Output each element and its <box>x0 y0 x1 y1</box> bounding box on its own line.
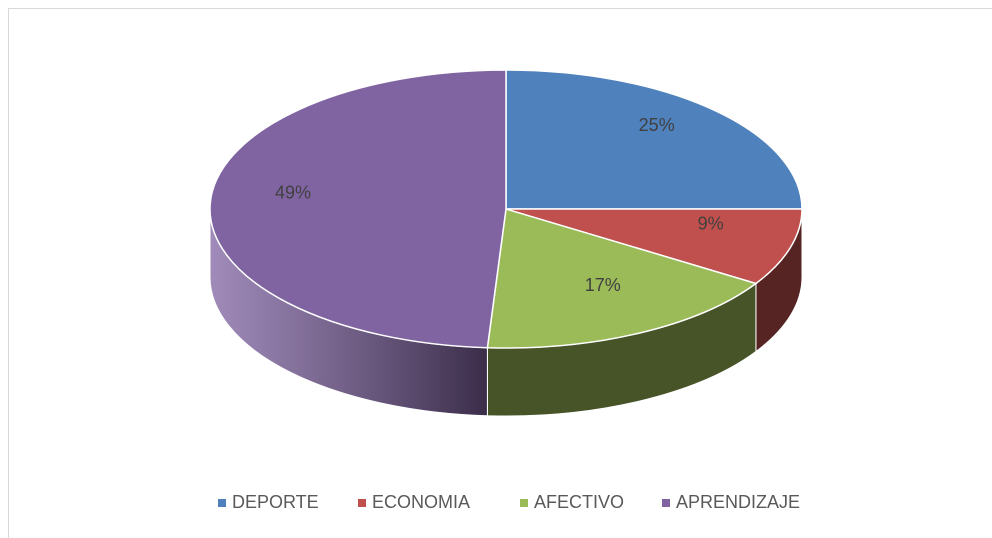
legend-swatch <box>662 499 670 507</box>
legend-label: DEPORTE <box>232 492 319 512</box>
chart-border <box>8 8 992 538</box>
data-label: 25% <box>639 115 675 135</box>
pie-slice <box>505 208 803 285</box>
pie-slice <box>486 208 758 349</box>
pie-tops <box>209 69 803 349</box>
legend-swatch <box>520 499 528 507</box>
legend: DEPORTE ECONOMIA AFECTIVO APRENDIZAJE <box>218 492 800 512</box>
data-label: 49% <box>275 183 311 203</box>
legend-label: APRENDIZAJE <box>676 492 800 512</box>
legend-swatch <box>218 499 226 507</box>
legend-swatch <box>358 499 366 507</box>
pie-slice <box>209 69 507 349</box>
legend-label: ECONOMIA <box>372 492 470 512</box>
legend-label: AFECTIVO <box>534 492 624 512</box>
data-label: 17% <box>585 275 621 295</box>
data-labels: 25% 9% 17% 49% <box>275 115 724 295</box>
pie-slice <box>505 69 803 210</box>
data-label: 9% <box>698 214 724 234</box>
